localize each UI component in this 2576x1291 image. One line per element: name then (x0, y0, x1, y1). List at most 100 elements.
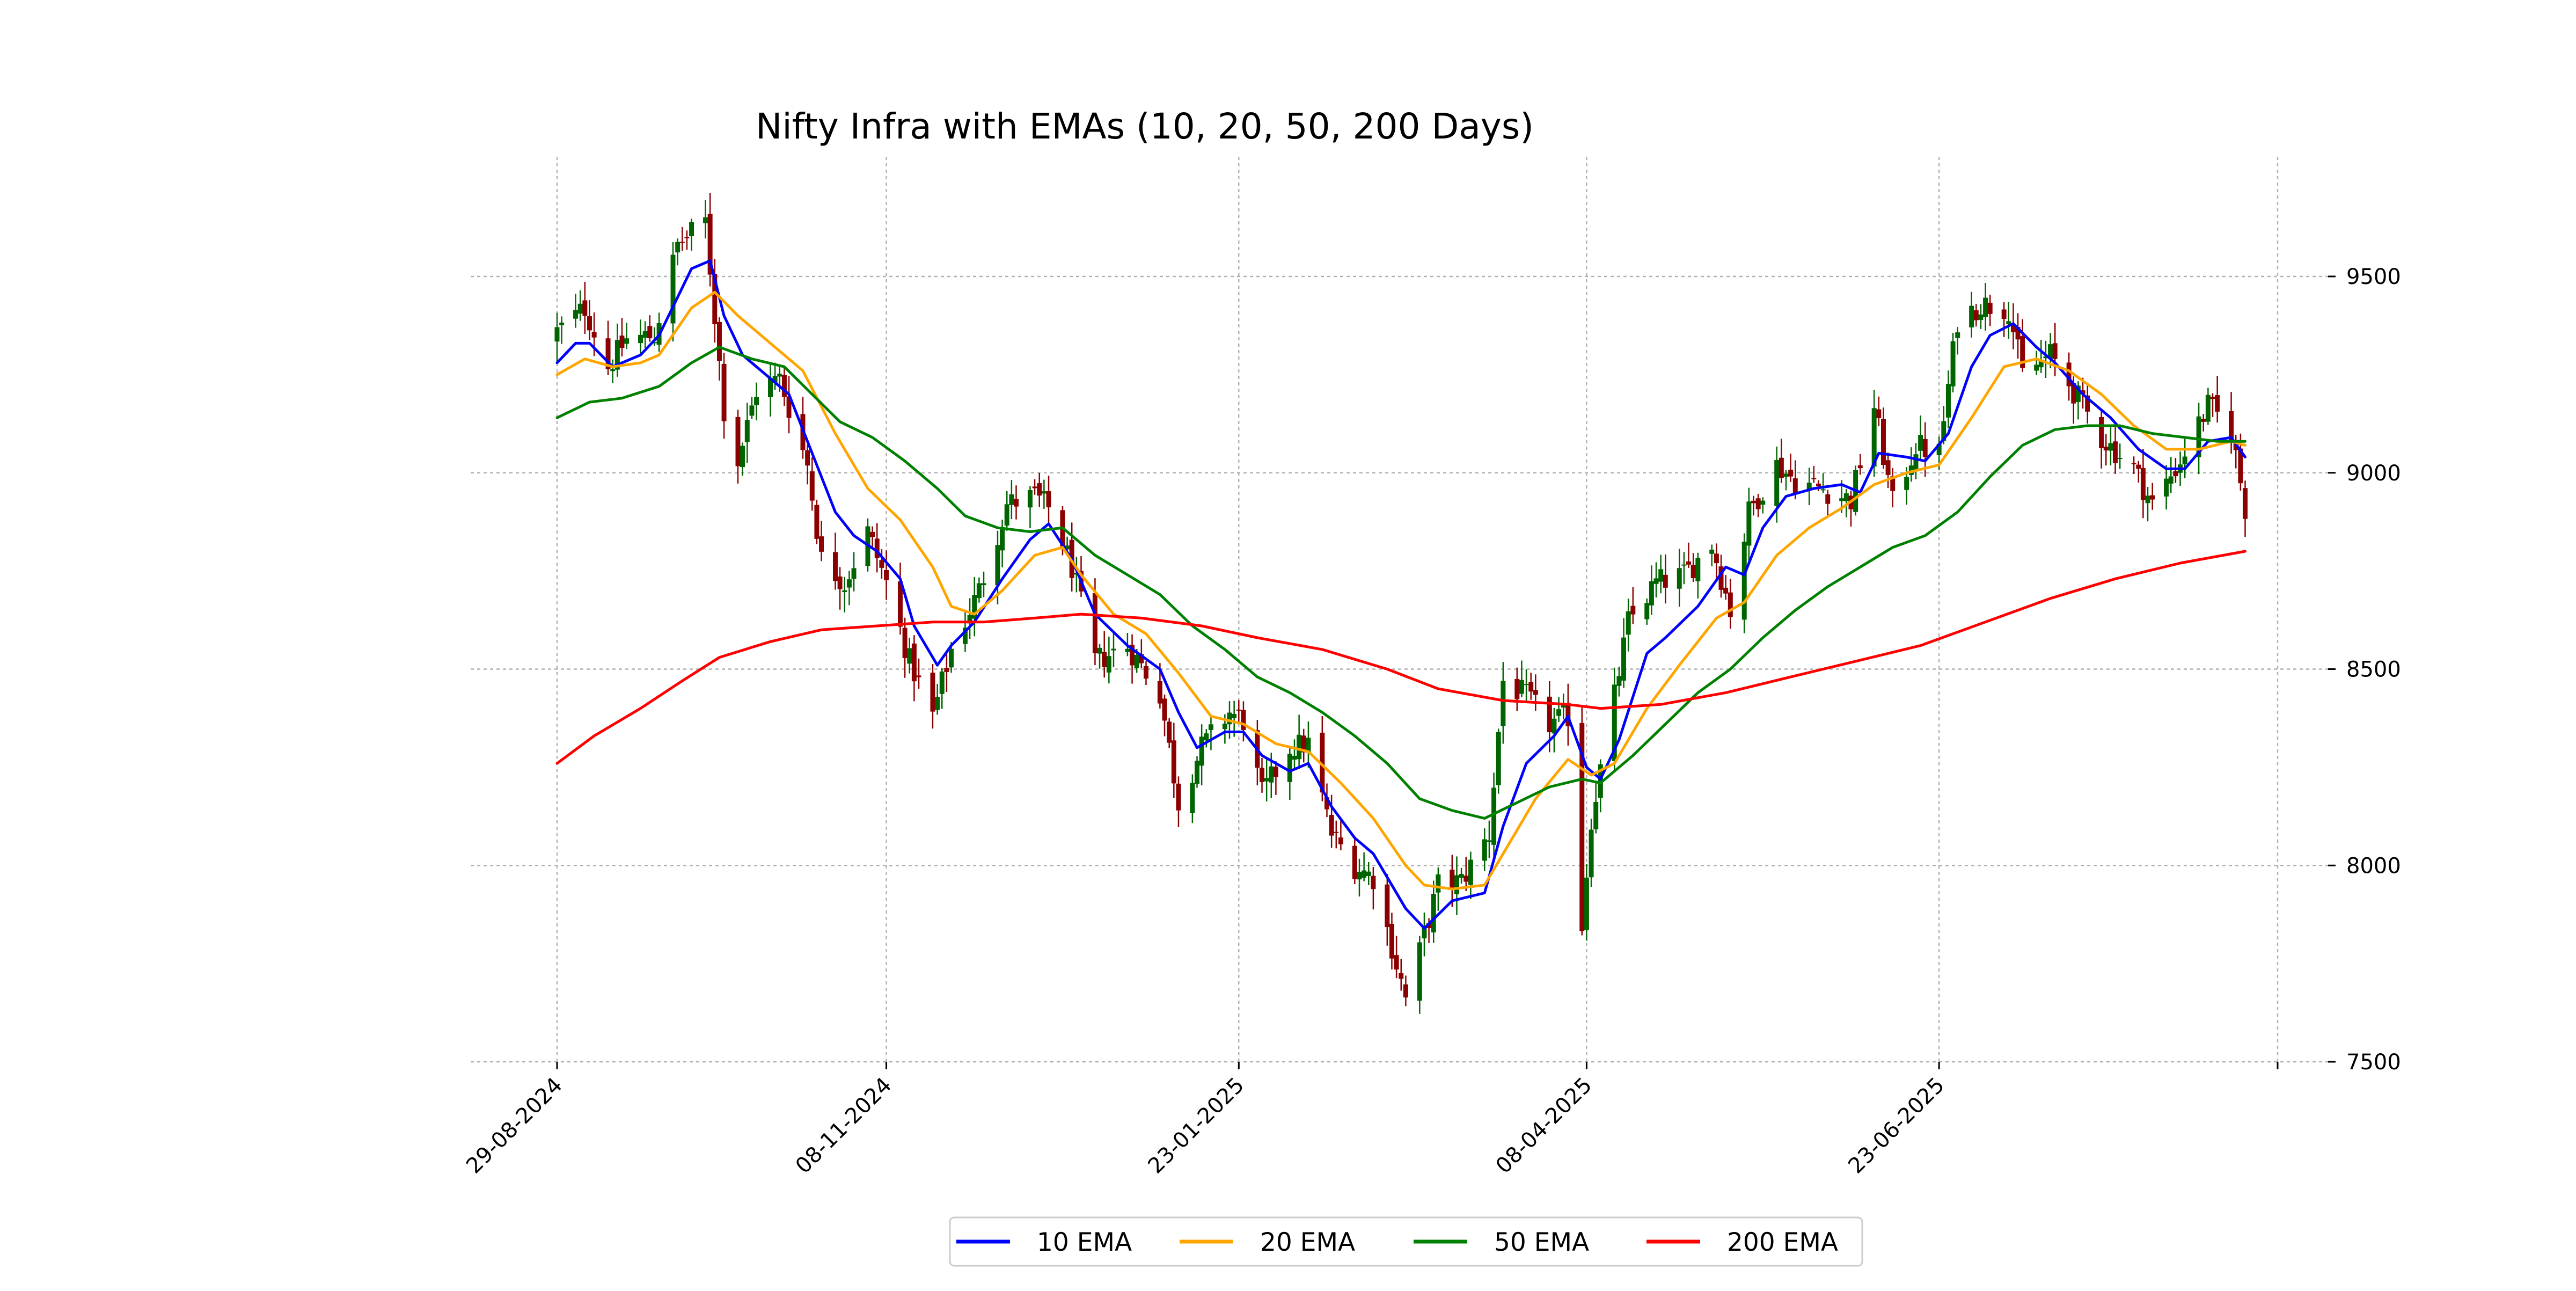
candle-body (740, 446, 745, 468)
candle-body (967, 615, 972, 624)
y-tick-label: 9500 (2346, 265, 2401, 289)
candle-body (1630, 606, 1636, 615)
candle-body (1487, 840, 1492, 842)
candle-body (1955, 332, 1960, 338)
candle-body (2238, 448, 2243, 484)
candle-body (2085, 395, 2090, 412)
candle-body (2168, 476, 2174, 484)
candle-body (2066, 362, 2072, 386)
candle-body (781, 375, 787, 397)
candle-body (2173, 471, 2178, 477)
candle-body (716, 322, 722, 361)
candle-body (1751, 500, 1757, 504)
candle-body (744, 420, 750, 442)
candle-body (619, 335, 625, 348)
candle-body (591, 332, 597, 338)
candle-body (2205, 395, 2211, 422)
candle-body (559, 322, 565, 325)
candle-body (846, 579, 852, 588)
candle-body (1324, 797, 1329, 809)
candle-body (1908, 465, 1914, 475)
candle-body (2196, 416, 2201, 457)
candle-body (1524, 684, 1529, 685)
candle-body (1417, 942, 1422, 1001)
candle-body (1528, 682, 1534, 692)
candle-body (1501, 681, 1506, 726)
candle-body (1292, 755, 1297, 760)
candle-body (1941, 421, 1946, 441)
legend-label: 50 EMA (1494, 1228, 1589, 1257)
candle-body (1816, 483, 1821, 486)
candle-body (2229, 411, 2234, 440)
candle-body (870, 531, 875, 537)
candle-body (1709, 549, 1715, 554)
candle-body (1918, 435, 1923, 451)
candle-body (1857, 465, 1863, 469)
candle-body (1199, 736, 1204, 766)
candle-body (939, 672, 945, 694)
ema-20-line (555, 290, 2246, 891)
candle-body (554, 327, 560, 342)
candle-body (624, 338, 630, 344)
candle-body (1579, 723, 1585, 931)
candle-body (2117, 458, 2123, 459)
candle-body (1723, 587, 1729, 594)
candle-body (1626, 611, 1631, 635)
candle-body (587, 316, 592, 331)
candle-body (777, 374, 782, 377)
candle-body (1394, 955, 1399, 970)
candle-body (1913, 454, 1919, 471)
legend-box (949, 1216, 1863, 1267)
candle-body (1125, 648, 1130, 652)
candle-body (2080, 390, 2085, 394)
candle-body (1741, 542, 1747, 620)
candle-body (1074, 573, 1079, 575)
candle-body (1653, 578, 1659, 584)
candle-body (911, 643, 917, 682)
candle-body (1000, 527, 1005, 551)
candle-body (1222, 724, 1227, 730)
candle-body (1463, 876, 1469, 882)
x-tick-label: 23-01-2025 (1143, 1073, 1249, 1179)
candle-body (1232, 714, 1237, 718)
legend-label: 20 EMA (1260, 1228, 1355, 1257)
candle-body (2075, 385, 2081, 402)
candle-body (1621, 637, 1627, 681)
candle-body (851, 568, 857, 579)
candle-body (647, 326, 653, 339)
candle-body (754, 397, 759, 405)
candle-body (935, 697, 940, 710)
candle-body (2010, 324, 2016, 333)
candle-body (703, 217, 708, 223)
candle-body (582, 300, 588, 316)
candle-body (1811, 478, 1817, 479)
y-tick-label: 8500 (2346, 658, 2401, 682)
candle-body (1287, 754, 1292, 782)
candle-body (1130, 645, 1135, 666)
candle-body (1014, 499, 1019, 507)
candle-body (2071, 383, 2076, 404)
candle-body (907, 648, 912, 664)
candle-body (1565, 703, 1571, 726)
candle-body (2001, 309, 2007, 319)
candle-body (573, 310, 579, 319)
candle-body (1260, 768, 1265, 782)
candle-body (1491, 787, 1497, 845)
candle-body (1969, 305, 1974, 327)
candle-body (1649, 581, 1654, 606)
candle-body (2020, 336, 2025, 368)
candle-body (1584, 877, 1589, 930)
ema-50-line (555, 346, 2246, 820)
candle-body (1032, 486, 1037, 488)
candle-body (1362, 870, 1367, 878)
candle-body (995, 545, 1000, 586)
candle-body (735, 417, 741, 466)
candle-body (605, 338, 611, 369)
candle-body (1046, 491, 1051, 508)
candle-body (842, 590, 847, 593)
candle-body (1106, 656, 1111, 673)
candle-body (2210, 397, 2215, 399)
candle-body (972, 595, 977, 619)
candle-body (1616, 676, 1622, 686)
candle-body (1825, 494, 1831, 504)
